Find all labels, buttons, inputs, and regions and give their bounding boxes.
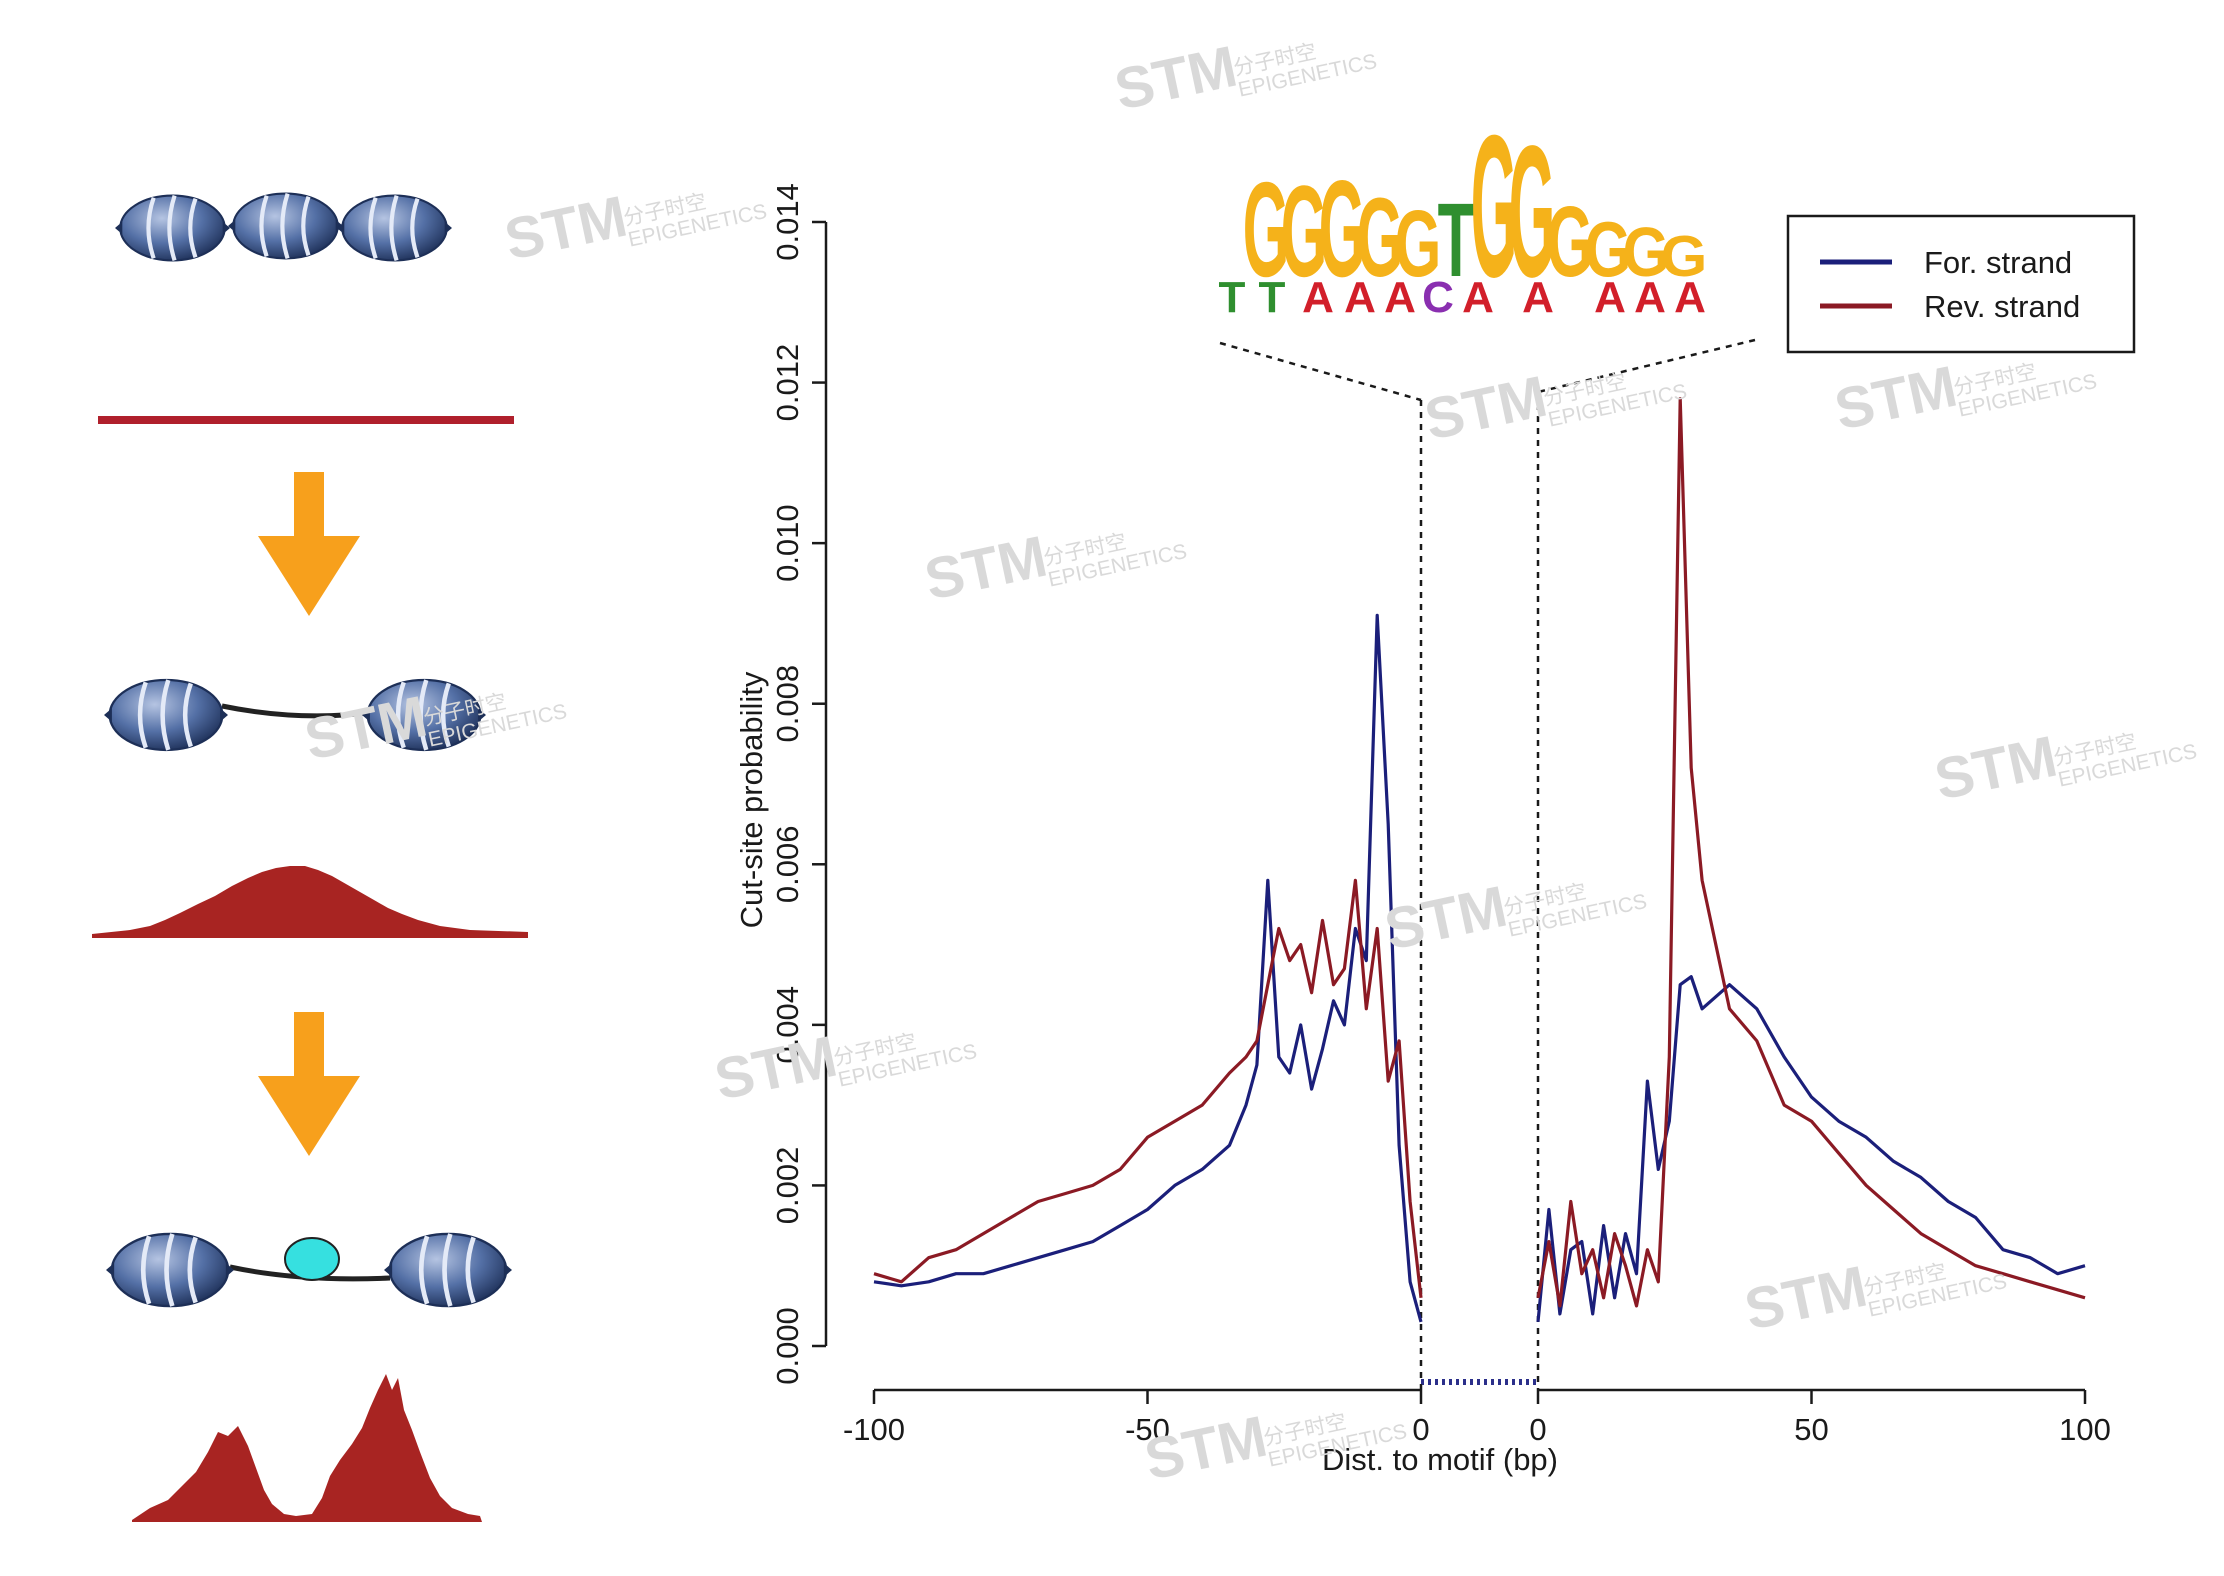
watermark-main-text: STM	[1419, 364, 1552, 453]
watermark-main-text: STM	[1829, 354, 1962, 443]
legend-label-reverse: Rev. strand	[1924, 289, 2080, 324]
reverse-strand-line-right	[1536, 397, 2086, 1308]
motif-letter-t: T	[1259, 273, 1286, 322]
watermark-main-text: STM	[299, 684, 432, 773]
y-tick-label: 0.002	[770, 1147, 805, 1225]
legend: For. strand Rev. strand	[1786, 214, 2136, 354]
x-tick-label: -50	[1125, 1412, 1170, 1447]
arrow-icon	[258, 472, 360, 616]
motif-letter-a: A	[1462, 273, 1494, 322]
motif-letter-g: G	[1623, 213, 1670, 291]
nucleosome-icon	[337, 196, 452, 261]
motif-letter-a: A	[1522, 273, 1554, 322]
x-tick-label: 0	[1412, 1412, 1429, 1447]
arrow-icon	[258, 1012, 360, 1156]
broad-cut-profile	[92, 866, 528, 938]
footprint-cut-profile	[132, 1374, 482, 1522]
motif-letter-t: T	[1219, 273, 1246, 322]
reverse-strand-line-left	[873, 878, 1423, 1298]
motif-letter-g: G	[1281, 159, 1328, 304]
motif-letter-a: A	[1302, 273, 1334, 322]
legend-label-forward: For. strand	[1924, 245, 2072, 280]
forward-strand-line-left	[873, 613, 1423, 1323]
y-tick-label: 0.012	[770, 344, 805, 422]
motif-region-guides	[1219, 338, 1756, 1390]
x-axis-title: Dist. to motif (bp)	[1322, 1442, 1558, 1477]
y-tick-label: 0.004	[770, 986, 805, 1064]
flat-cut-profile	[98, 416, 514, 424]
x-tick-label: 0	[1529, 1412, 1546, 1447]
compact-chromatin	[115, 194, 452, 261]
watermark-main-text: STM	[1929, 724, 2062, 813]
motif-letter-a: A	[1674, 273, 1706, 322]
nucleosome-icon	[104, 680, 228, 750]
y-axis: 0.000 0.002 0.004 0.006 0.008 0.010 0.012 0.014	[770, 183, 828, 1385]
y-tick-label: 0.006	[770, 825, 805, 903]
motif-zoom-guide-left	[1219, 341, 1422, 402]
y-tick-label: 0.008	[770, 665, 805, 743]
watermark-main-text: STM	[1379, 874, 1512, 963]
motif-letter-g: G	[1509, 108, 1556, 317]
motif-letter-a: A	[1594, 273, 1626, 322]
y-tick-label: 0.010	[770, 504, 805, 582]
y-tick-label: 0.014	[770, 183, 805, 261]
nucleosome-icon	[106, 1234, 234, 1306]
y-tick-label: 0.000	[770, 1307, 805, 1385]
y-axis-title: Cut-site probability	[734, 671, 769, 928]
motif-letter-g: G	[1661, 225, 1708, 289]
nucleosome-icon	[115, 196, 230, 261]
watermark-main-text: STM	[919, 524, 1052, 613]
nucleosome-icon	[384, 1234, 512, 1306]
x-axis: -100 -50 0 0 50 100	[843, 1379, 2111, 1447]
x-tick-label: 50	[1794, 1412, 1828, 1447]
motif-letter-g: G	[1585, 206, 1632, 293]
motif-letter-g: G	[1395, 190, 1442, 296]
watermark-main-text: STM	[1739, 1254, 1872, 1343]
motif-letter-g: G	[1357, 175, 1404, 301]
motif-letter-a: A	[1344, 273, 1376, 322]
motif-letter-t: T	[1438, 183, 1475, 300]
watermark-main-text: STM	[1109, 34, 1242, 123]
watermark-main-text: STM	[709, 1024, 842, 1113]
motif-letter-g: G	[1319, 153, 1366, 306]
motif-letter-a: A	[1634, 273, 1666, 322]
motif-letter-a: A	[1384, 273, 1416, 322]
forward-strand-line-right	[1536, 975, 2086, 1323]
series-layer	[873, 397, 2086, 1323]
schematic-panel	[92, 194, 528, 1522]
motif-letter-c: C	[1422, 273, 1454, 322]
x-tick-label: -100	[843, 1412, 905, 1447]
motif-letter-g: G	[1471, 93, 1518, 319]
transcription-factor	[284, 1237, 340, 1281]
motif-letter-g: G	[1547, 186, 1594, 298]
legend-box	[1786, 214, 2136, 354]
cut-site-chart: 0.000 0.002 0.004 0.006 0.008 0.010 0.012 0.014…	[734, 93, 2136, 1477]
motif-letter-g: G	[1243, 155, 1290, 306]
x-tick-label: 100	[2059, 1412, 2111, 1447]
motif-zoom-guide-right	[1537, 338, 1756, 394]
factor-bound-chromatin	[106, 1234, 512, 1306]
open-chromatin	[104, 680, 486, 750]
nucleosome-icon	[228, 194, 343, 259]
watermark-main-text: STM	[499, 184, 632, 273]
